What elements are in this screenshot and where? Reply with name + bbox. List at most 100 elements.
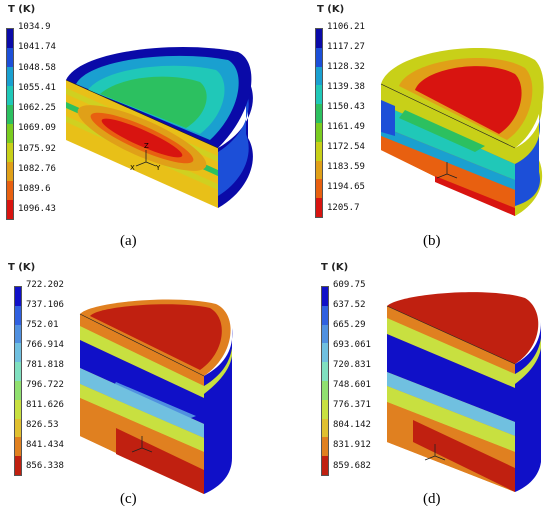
legend-tick-label: 831.912 xyxy=(333,440,371,451)
color-legend xyxy=(315,28,323,218)
panel-b: T (K) (b) 1106.21 1117.27 1128.32 1139.38 11… xyxy=(275,0,550,258)
legend-tick-label: 1082.76 xyxy=(18,163,56,174)
caption: (c) xyxy=(120,491,137,507)
temperature-field-3d xyxy=(386,292,541,492)
legend-color-swatch xyxy=(7,86,13,105)
legend-tick-label: 1069.09 xyxy=(18,123,56,134)
legend-tick-label: 796.722 xyxy=(26,380,64,391)
legend-color-swatch xyxy=(316,141,322,161)
legend-title: T (K) xyxy=(321,262,349,273)
legend-color-swatch xyxy=(7,105,13,124)
legend-color-swatch xyxy=(316,47,322,67)
legend-tick-label: 856.338 xyxy=(26,460,64,471)
legend-color-swatch xyxy=(15,399,21,419)
legend-tick-label: 826.53 xyxy=(26,420,59,431)
legend-color-swatch xyxy=(322,343,328,363)
legend-color-swatch xyxy=(322,399,328,419)
legend-color-swatch xyxy=(322,418,328,438)
legend-color-swatch xyxy=(316,29,322,48)
legend-tick-label: 1150.43 xyxy=(327,102,365,113)
caption: (b) xyxy=(423,233,441,249)
legend-tick-label: 1205.7 xyxy=(327,202,360,213)
legend-tick-label: 1183.59 xyxy=(327,162,365,173)
legend-tick-label: 1096.43 xyxy=(18,204,56,215)
legend-color-swatch xyxy=(7,48,13,67)
legend-color-swatch xyxy=(15,324,21,344)
legend-color-swatch xyxy=(7,143,13,162)
legend-tick-label: 1117.27 xyxy=(327,42,365,53)
legend-color-swatch xyxy=(15,343,21,363)
axis-label-x: X xyxy=(130,164,135,172)
legend-color-swatch xyxy=(15,305,21,325)
legend-tick-label: 748.601 xyxy=(333,380,371,391)
temperature-field-3d: Z Y X xyxy=(65,47,253,208)
axis-label-z: Z xyxy=(144,142,149,150)
legend-tick-label: 1062.25 xyxy=(18,103,56,114)
legend-tick-label: 1089.6 xyxy=(18,184,51,195)
panel-d: T (K) (d) 609.75 637.52 665.29 693.061 720.8… xyxy=(275,258,550,516)
legend-tick-label: 1034.9 xyxy=(18,22,51,32)
legend-color-swatch xyxy=(316,66,322,86)
legend-color-swatch xyxy=(322,324,328,344)
legend-color-swatch xyxy=(15,380,21,400)
legend-tick-label: 1128.32 xyxy=(327,62,365,73)
legend-color-swatch xyxy=(7,162,13,181)
legend-tick-label: 804.142 xyxy=(333,420,371,431)
legend-title: T (K) xyxy=(8,4,36,15)
legend-tick-label: 1172.54 xyxy=(327,142,365,153)
legend-tick-label: 1161.49 xyxy=(327,122,365,133)
legend-tick-label: 609.75 xyxy=(333,280,366,290)
legend-tick-label: 720.831 xyxy=(333,360,371,371)
panel-a: T (K) Z Y X (a) 1034.9 1041.74 1048.58 1055… xyxy=(0,0,275,258)
legend-tick-label: 811.626 xyxy=(26,400,64,411)
color-legend xyxy=(321,286,329,476)
legend-tick-label: 737.106 xyxy=(26,300,64,311)
legend-color-swatch xyxy=(316,198,322,217)
legend-tick-label: 766.914 xyxy=(26,340,64,351)
temperature-field-3d xyxy=(79,299,233,494)
legend-tick-label: 1139.38 xyxy=(327,82,365,93)
legend-tick-label: 776.371 xyxy=(333,400,371,411)
legend-color-swatch xyxy=(316,85,322,105)
legend-color-swatch xyxy=(316,179,322,199)
caption: (d) xyxy=(423,491,441,507)
panel-c: T (K) (c) 722.202 737.106 752.01 766.914 781… xyxy=(0,258,275,516)
legend-tick-label: 859.682 xyxy=(333,460,371,471)
legend-tick-label: 722.202 xyxy=(26,280,64,290)
legend-color-swatch xyxy=(322,380,328,400)
legend-color-swatch xyxy=(316,104,322,123)
legend-tick-label: 841.434 xyxy=(26,440,64,451)
legend-color-swatch xyxy=(322,437,328,457)
legend-tick-label: 781.818 xyxy=(26,360,64,371)
legend-color-swatch xyxy=(15,437,21,457)
legend-color-swatch xyxy=(316,122,322,142)
legend-color-swatch xyxy=(15,287,21,306)
legend-tick-label: 1075.92 xyxy=(18,143,56,154)
legend-tick-label: 1055.41 xyxy=(18,82,56,93)
caption: (a) xyxy=(120,233,137,249)
color-legend xyxy=(6,28,14,220)
legend-color-swatch xyxy=(7,124,13,143)
legend-tick-label: 693.061 xyxy=(333,340,371,351)
legend-color-swatch xyxy=(7,200,13,219)
legend-color-swatch xyxy=(7,181,13,200)
temperature-field-3d xyxy=(380,47,544,216)
legend-color-swatch xyxy=(316,160,322,180)
legend-tick-label: 1041.74 xyxy=(18,42,56,53)
legend-color-swatch xyxy=(322,362,328,381)
legend-color-swatch xyxy=(15,418,21,438)
legend-color-swatch xyxy=(7,67,13,86)
axis-triad xyxy=(135,150,157,167)
legend-color-swatch xyxy=(322,305,328,325)
legend-color-swatch xyxy=(15,362,21,381)
legend-tick-label: 1106.21 xyxy=(327,22,365,32)
legend-tick-label: 1048.58 xyxy=(18,62,56,73)
legend-title: T (K) xyxy=(8,262,36,273)
legend-color-swatch xyxy=(7,29,13,48)
axis-label-y: Y xyxy=(155,164,161,172)
legend-tick-label: 752.01 xyxy=(26,320,59,331)
legend-tick-label: 637.52 xyxy=(333,300,366,311)
legend-title: T (K) xyxy=(317,4,345,15)
legend-color-swatch xyxy=(322,287,328,306)
color-legend xyxy=(14,286,22,476)
